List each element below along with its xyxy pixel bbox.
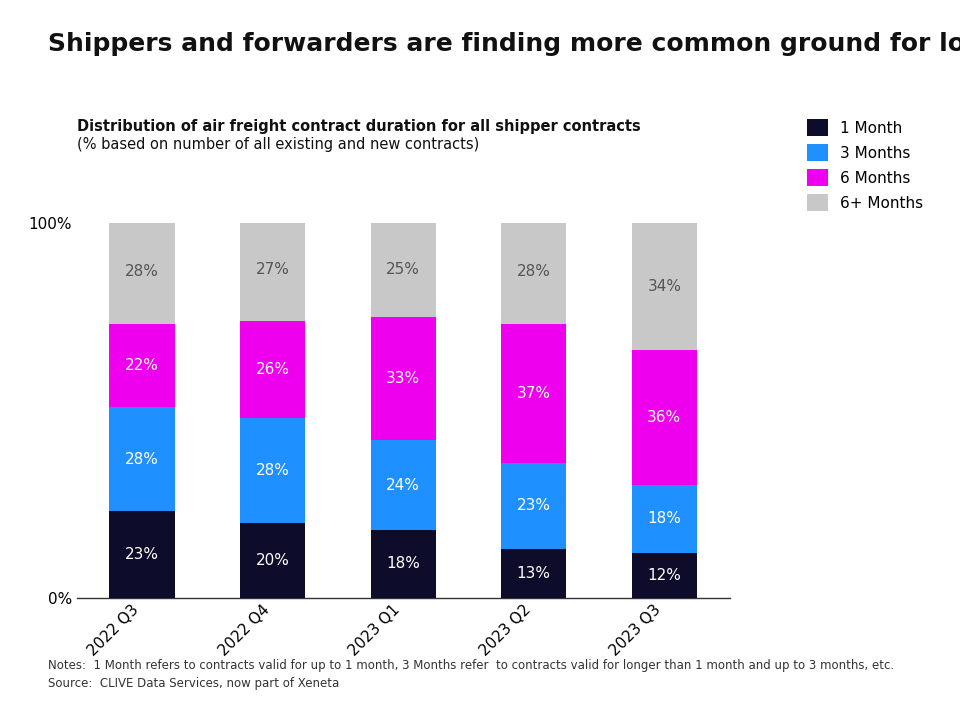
Text: 27%: 27% bbox=[255, 263, 290, 277]
Bar bbox=[632, 223, 697, 351]
Bar bbox=[501, 220, 566, 324]
Text: 22%: 22% bbox=[125, 358, 159, 373]
Text: Source:  CLIVE Data Services, now part of Xeneta: Source: CLIVE Data Services, now part of… bbox=[48, 677, 339, 690]
Text: 33%: 33% bbox=[386, 371, 420, 386]
Bar bbox=[371, 317, 436, 441]
Bar bbox=[501, 324, 566, 463]
Bar bbox=[109, 511, 175, 598]
Text: 24%: 24% bbox=[386, 478, 420, 492]
Bar bbox=[240, 320, 305, 418]
Bar bbox=[501, 463, 566, 549]
Bar bbox=[109, 324, 175, 407]
Text: 36%: 36% bbox=[647, 410, 682, 426]
Text: 26%: 26% bbox=[255, 361, 290, 377]
Text: 28%: 28% bbox=[125, 264, 159, 279]
Text: Distribution of air freight contract duration for all shipper contracts: Distribution of air freight contract dur… bbox=[77, 119, 640, 134]
Text: (% based on number of all existing and new contracts): (% based on number of all existing and n… bbox=[77, 137, 479, 152]
Text: 28%: 28% bbox=[125, 451, 159, 467]
Text: 23%: 23% bbox=[516, 498, 551, 513]
Bar bbox=[632, 553, 697, 598]
Text: 25%: 25% bbox=[386, 263, 420, 277]
Bar bbox=[109, 407, 175, 511]
Text: 34%: 34% bbox=[647, 279, 682, 294]
Bar bbox=[371, 223, 436, 317]
Bar bbox=[240, 523, 305, 598]
Text: Notes:  1 Month refers to contracts valid for up to 1 month, 3 Months refer  to : Notes: 1 Month refers to contracts valid… bbox=[48, 659, 894, 672]
Text: Shippers and forwarders are finding more common ground for longer-term contracts: Shippers and forwarders are finding more… bbox=[48, 32, 960, 56]
Bar bbox=[109, 220, 175, 324]
Text: 20%: 20% bbox=[255, 553, 290, 567]
Bar bbox=[371, 441, 436, 530]
Text: 13%: 13% bbox=[516, 566, 551, 581]
Legend: 1 Month, 3 Months, 6 Months, 6+ Months: 1 Month, 3 Months, 6 Months, 6+ Months bbox=[806, 120, 924, 211]
Text: 37%: 37% bbox=[516, 386, 551, 401]
Bar bbox=[240, 418, 305, 523]
Text: 18%: 18% bbox=[647, 511, 682, 526]
Text: 18%: 18% bbox=[386, 557, 420, 572]
Bar bbox=[371, 530, 436, 598]
Text: 28%: 28% bbox=[255, 463, 290, 478]
Text: 28%: 28% bbox=[516, 264, 551, 279]
Text: 23%: 23% bbox=[125, 547, 159, 562]
Bar bbox=[632, 485, 697, 553]
Bar bbox=[240, 220, 305, 320]
Bar bbox=[501, 549, 566, 598]
Bar bbox=[632, 351, 697, 485]
Text: 12%: 12% bbox=[647, 567, 682, 582]
